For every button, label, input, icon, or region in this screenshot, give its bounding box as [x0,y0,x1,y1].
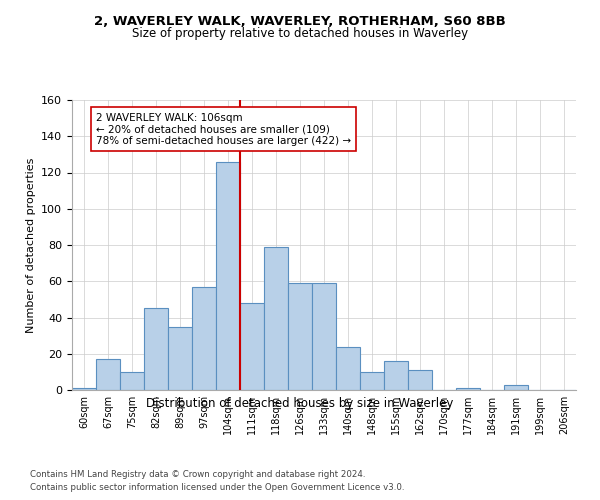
Text: Contains HM Land Registry data © Crown copyright and database right 2024.: Contains HM Land Registry data © Crown c… [30,470,365,479]
Bar [456,388,480,390]
Bar [408,370,432,390]
Bar [168,326,192,390]
Bar [336,346,360,390]
Bar [504,384,528,390]
Bar [216,162,240,390]
Bar [72,388,96,390]
Bar [264,247,288,390]
Bar [240,303,264,390]
Bar [384,361,408,390]
Bar [312,283,336,390]
Text: Size of property relative to detached houses in Waverley: Size of property relative to detached ho… [132,28,468,40]
Text: Contains public sector information licensed under the Open Government Licence v3: Contains public sector information licen… [30,482,404,492]
Y-axis label: Number of detached properties: Number of detached properties [26,158,35,332]
Bar [192,286,216,390]
Bar [144,308,168,390]
Bar [120,372,144,390]
Bar [288,283,312,390]
Text: 2, WAVERLEY WALK, WAVERLEY, ROTHERHAM, S60 8BB: 2, WAVERLEY WALK, WAVERLEY, ROTHERHAM, S… [94,15,506,28]
Text: 2 WAVERLEY WALK: 106sqm
← 20% of detached houses are smaller (109)
78% of semi-d: 2 WAVERLEY WALK: 106sqm ← 20% of detache… [96,112,351,146]
Text: Distribution of detached houses by size in Waverley: Distribution of detached houses by size … [146,398,454,410]
Bar [96,359,120,390]
Bar [360,372,384,390]
